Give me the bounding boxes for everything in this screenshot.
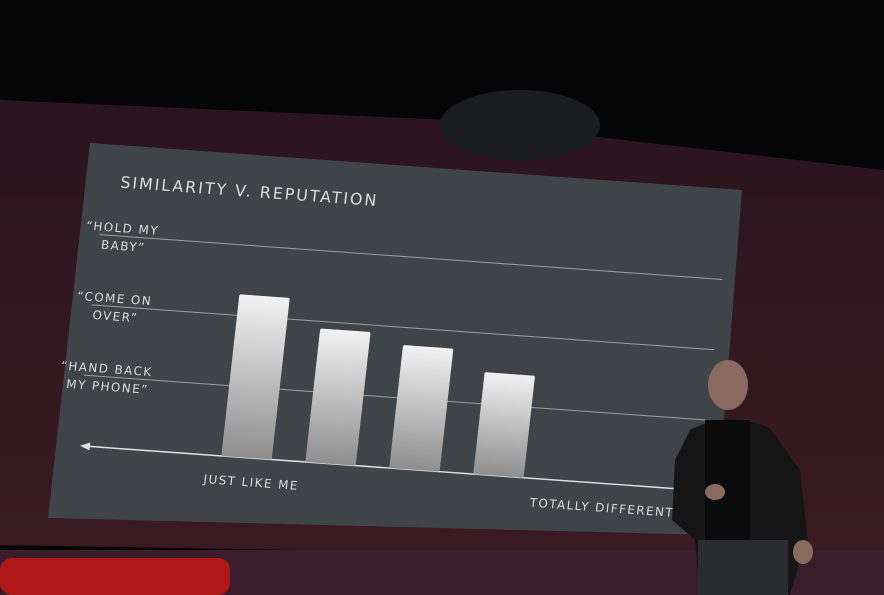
chart: SIMILARITY V. REPUTATION JUST LIKE ME TO… bbox=[58, 173, 723, 520]
y-tick-label: “HAND BACK MY PHONE” bbox=[58, 358, 158, 397]
bar bbox=[305, 328, 371, 466]
bar bbox=[221, 294, 290, 460]
y-tick-label: “HOLD MY BABY” bbox=[84, 218, 166, 255]
red-seats bbox=[0, 558, 230, 595]
bar bbox=[473, 372, 535, 478]
arrow-head bbox=[80, 442, 91, 451]
grid-line bbox=[99, 234, 723, 280]
grid-line bbox=[83, 374, 707, 421]
x-axis-arrow bbox=[85, 445, 694, 491]
speaker bbox=[672, 360, 813, 595]
light-glow bbox=[440, 90, 600, 160]
y-tick-label: “COME ON OVER” bbox=[75, 288, 159, 325]
annotation: JUST LIKE ME bbox=[202, 472, 300, 493]
grid-line bbox=[91, 304, 715, 351]
bar bbox=[389, 345, 454, 472]
slide bbox=[48, 143, 742, 535]
